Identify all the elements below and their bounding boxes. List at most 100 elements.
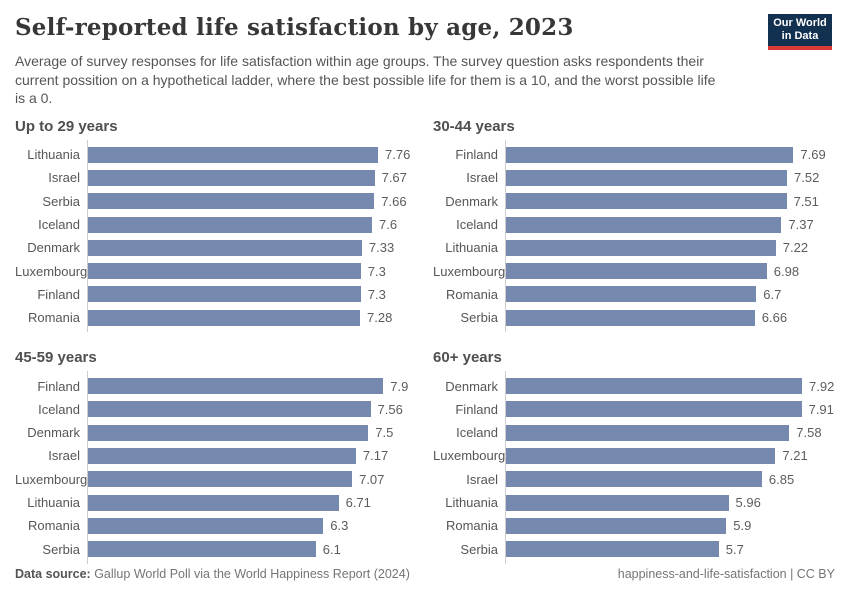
y-axis-line <box>87 371 88 564</box>
value-label: 7.07 <box>359 471 385 487</box>
value-label: 7.3 <box>367 263 386 279</box>
bar-row: Serbia 7.66 <box>15 190 433 213</box>
bar-row: Israel 7.67 <box>15 166 433 189</box>
bar <box>505 378 802 395</box>
bar-row: Romania 7.28 <box>15 306 433 329</box>
value-label: 6.3 <box>330 518 349 534</box>
country-label: Finland <box>455 147 498 163</box>
bar-rows: Finland 7.69 Israel 7.52 Denmark 7.51 Iceland 7… <box>433 140 835 333</box>
bar-row: Luxembourg 7.3 <box>15 259 433 282</box>
country-label: Lithuania <box>27 495 80 510</box>
bar <box>505 541 719 558</box>
bar-row: Serbia 6.1 <box>15 537 433 560</box>
panel-60-years: 60+ years Denmark 7.92 Finland 7.91 Iceland 7.… <box>433 349 835 564</box>
value-label: 7.92 <box>809 378 835 394</box>
data-source-label: Data source: <box>15 567 91 581</box>
bar-row: Luxembourg 6.98 <box>433 259 835 282</box>
y-axis-line <box>505 371 506 564</box>
bar <box>87 541 316 558</box>
owid-logo-line1: Our World <box>773 17 827 29</box>
value-label: 6.7 <box>763 286 782 302</box>
value-label: 7.91 <box>808 401 834 417</box>
value-label: 7.33 <box>368 240 395 256</box>
value-label: 6.66 <box>761 310 788 326</box>
bar <box>87 401 371 418</box>
bar-rows: Denmark 7.92 Finland 7.91 Iceland 7.58 Luxembo… <box>433 371 835 564</box>
country-label: Serbia <box>42 193 80 209</box>
bar-row: Finland 7.69 <box>433 143 835 166</box>
bar-row: Finland 7.9 <box>15 374 433 397</box>
value-label: 6.1 <box>322 541 341 557</box>
value-label: 7.3 <box>367 286 386 302</box>
chart-title: Self-reported life satisfaction by age, … <box>15 14 574 41</box>
country-label: Romania <box>27 518 80 534</box>
panel-title: Up to 29 years <box>15 118 118 135</box>
bar-row: Romania 6.3 <box>15 514 433 537</box>
country-label: Iceland <box>456 425 498 441</box>
chart-footer: Data source: Gallup World Poll via the W… <box>15 567 835 581</box>
value-label: 7.58 <box>796 425 822 441</box>
bar <box>505 286 757 303</box>
bar <box>505 263 767 280</box>
country-label: Lithuania <box>27 147 80 163</box>
country-label: Iceland <box>38 217 80 233</box>
bar-row: Israel 7.52 <box>433 166 835 189</box>
value-label: 6.85 <box>768 471 795 487</box>
value-label: 7.6 <box>379 217 398 233</box>
value-label: 6.98 <box>773 263 800 279</box>
bar <box>505 146 794 163</box>
country-label: Denmark <box>445 193 498 209</box>
value-label: 7.67 <box>381 170 407 186</box>
country-label: Romania <box>445 518 498 534</box>
bar-row: Israel 7.17 <box>15 444 433 467</box>
country-label: Romania <box>27 310 80 326</box>
value-label: 7.37 <box>788 217 814 233</box>
owid-logo: Our World in Data <box>768 14 832 50</box>
panel-30-44-years: 30-44 years Finland 7.69 Israel 7.52 Denmark 7… <box>433 118 835 333</box>
bar <box>505 447 776 464</box>
bar-row: Romania 6.7 <box>433 283 835 306</box>
bar-row: Denmark 7.51 <box>433 190 835 213</box>
bar <box>87 169 375 186</box>
bar <box>505 494 729 511</box>
y-axis-line <box>87 140 88 333</box>
bar <box>87 494 339 511</box>
bar <box>87 216 372 233</box>
bar <box>87 517 324 534</box>
bar-row: Denmark 7.5 <box>15 421 433 444</box>
country-label: Iceland <box>38 401 80 417</box>
value-label: 7.5 <box>375 425 394 441</box>
chart-subtitle: Average of survey responses for life sat… <box>15 53 716 106</box>
bar <box>87 146 378 163</box>
bar <box>87 193 375 210</box>
bar-row: Lithuania 5.96 <box>433 491 835 514</box>
value-label: 7.28 <box>367 310 393 326</box>
bar <box>505 471 762 488</box>
country-label: Israel <box>466 471 498 487</box>
value-label: 6.71 <box>345 495 371 510</box>
bar-row: Serbia 5.7 <box>433 537 835 560</box>
country-label: Israel <box>48 448 80 464</box>
data-source: Data source: Gallup World Poll via the W… <box>15 567 410 581</box>
value-label: 7.52 <box>794 170 820 186</box>
country-label: Serbia <box>460 310 498 326</box>
bar <box>87 378 384 395</box>
bar-row: Israel 6.85 <box>433 468 835 491</box>
bar-row: Lithuania 7.22 <box>433 236 835 259</box>
value-label: 5.7 <box>725 541 744 557</box>
panel-title: 30-44 years <box>433 118 515 135</box>
value-label: 7.76 <box>385 147 411 163</box>
bar-row: Serbia 6.66 <box>433 306 835 329</box>
country-label: Romania <box>445 286 498 302</box>
bar-row: Lithuania 7.76 <box>15 143 433 166</box>
footer-permalink-license: happiness-and-life-satisfaction | CC BY <box>617 567 835 581</box>
country-label: Finland <box>455 401 498 417</box>
country-label: Luxembourg <box>15 263 88 279</box>
bar <box>505 239 776 256</box>
bar-rows: Lithuania 7.76 Israel 7.67 Serbia 7.66 Iceland… <box>15 140 433 333</box>
bar-row: Luxembourg 7.21 <box>433 444 835 467</box>
country-label: Israel <box>466 170 498 186</box>
panel-title: 45-59 years <box>15 349 97 367</box>
country-label: Finland <box>37 378 80 394</box>
